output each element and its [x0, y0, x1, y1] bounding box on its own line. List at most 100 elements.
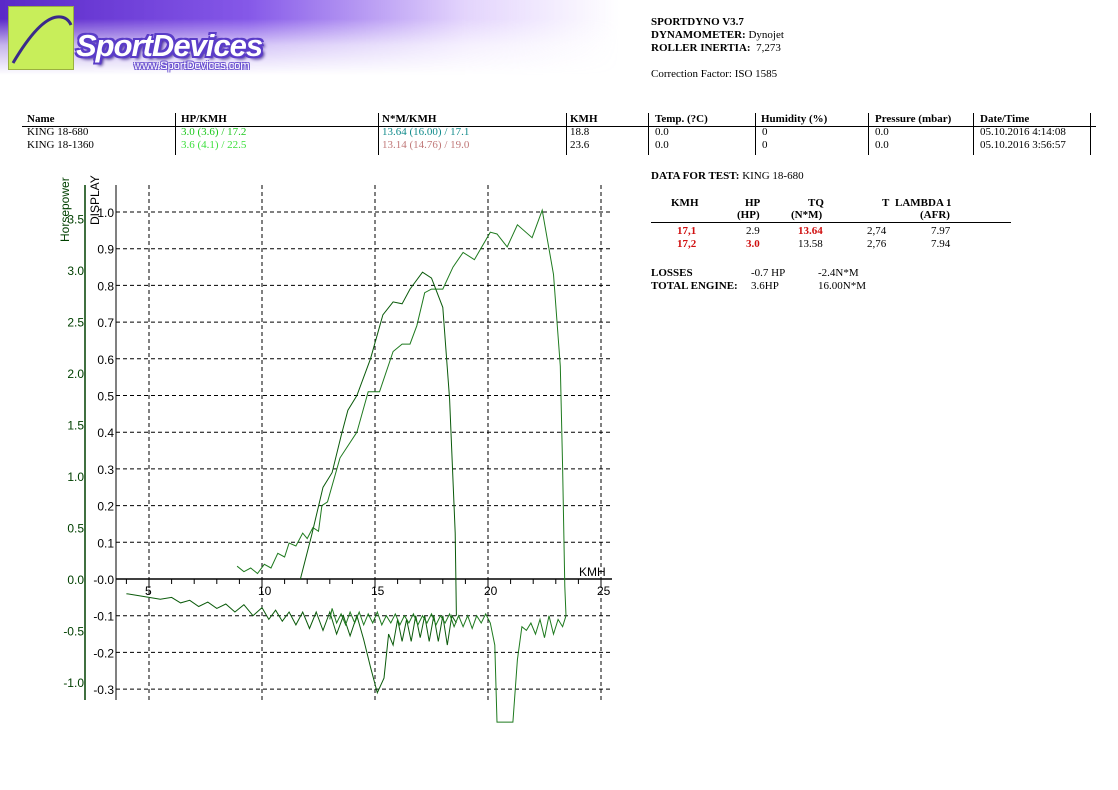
- run-row[interactable]: KING 18-1360 3.6 (4.1) / 22.5 13.14 (14.…: [0, 139, 1118, 152]
- series-line-2: [126, 593, 457, 695]
- display-tick-label: 0.8: [97, 279, 114, 293]
- display-tick-label: 0.5: [97, 390, 114, 404]
- run-datetime: 05.10.2016 3:56:57: [980, 139, 1066, 151]
- logo-curve-icon: [11, 15, 73, 64]
- total-hp: 3.6HP: [751, 280, 779, 292]
- th-tq: TQ: [808, 197, 824, 209]
- run-tq: 13.14 (14.76) / 19.0: [382, 139, 470, 151]
- display-tick-label: -0.1: [93, 610, 114, 624]
- hp-tick-label: 3.0: [67, 264, 84, 278]
- col-pressure: Pressure (mbar): [875, 113, 952, 125]
- x-axis-label: KMH: [579, 565, 606, 579]
- dyno-value: Dynojet: [748, 29, 784, 41]
- hp-tick-label: 0.0: [67, 573, 84, 587]
- td-kmh: 17,1: [677, 225, 697, 237]
- td-t: 2,76: [867, 238, 887, 250]
- run-temp: 0.0: [655, 139, 669, 151]
- hp-tick-label: 2.0: [67, 367, 84, 381]
- run-humidity: 0: [762, 126, 768, 138]
- run-temp: 0.0: [655, 126, 669, 138]
- td-hp: 3.0: [746, 238, 760, 250]
- hp-tick-label: -0.5: [63, 625, 84, 639]
- column-separator: [566, 113, 567, 155]
- total-tq: 16.00N*M: [818, 280, 866, 292]
- column-separator: [1090, 113, 1091, 155]
- col-datetime: Date/Time: [980, 113, 1030, 125]
- series-line-3: [329, 608, 567, 723]
- x-tick-label: 10: [258, 584, 272, 598]
- run-humidity: 0: [762, 139, 768, 151]
- software-version: SPORTDYNO V3.7: [651, 16, 744, 28]
- display-tick-label: 1.0: [97, 206, 114, 220]
- th-hp: HP: [745, 197, 761, 209]
- logo-brand: SportDevices: [76, 28, 263, 63]
- run-name: KING 18-680: [27, 126, 89, 138]
- series-line-0: [299, 271, 457, 616]
- dyno-chart: 5 10 15 20 25 1.0 0.9 0.8 0.7 0.6 0.5 0.4 0.3 0.2 0.1 -…: [58, 175, 612, 723]
- td-lambda: 7.97: [931, 225, 951, 237]
- col-hp: HP/KMH: [181, 113, 227, 125]
- run-kmh: 23.6: [570, 139, 590, 151]
- hp-tick-label: -1.0: [63, 676, 84, 690]
- losses-tq: -2.4N*M: [818, 267, 859, 279]
- run-hp: 3.0 (3.6) / 17.2: [181, 126, 247, 138]
- test-name: KING 18-680: [742, 170, 804, 182]
- x-tick-label: 15: [371, 584, 385, 598]
- correction-factor: Correction Factor: ISO 1585: [651, 68, 778, 80]
- td-t: 2,74: [867, 225, 887, 237]
- display-tick-label: 0.1: [97, 536, 114, 550]
- run-kmh: 18.8: [570, 126, 590, 138]
- column-separator: [175, 113, 176, 155]
- display-tick-label: 0.2: [97, 500, 114, 514]
- display-tick-label: -0.0: [93, 573, 114, 587]
- hp-tick-label: 1.5: [67, 419, 84, 433]
- hp-tick-label: 2.5: [67, 316, 84, 330]
- losses-hp: -0.7 HP: [751, 267, 786, 279]
- run-pressure: 0.0: [875, 139, 889, 151]
- test-label: DATA FOR TEST:: [651, 170, 740, 182]
- run-hp: 3.6 (4.1) / 22.5: [181, 139, 247, 151]
- dyno-info: SPORTDYNO V3.7 DYNAMOMETER: Dynojet ROLL…: [651, 16, 784, 81]
- col-temp: Temp. (?C): [655, 113, 708, 125]
- display-tick-label: -0.2: [93, 646, 114, 660]
- td-tq: 13.58: [798, 238, 823, 250]
- dyno-label: DYNAMOMETER:: [651, 29, 746, 41]
- display-tick-label: 0.6: [97, 353, 114, 367]
- run-pressure: 0.0: [875, 126, 889, 138]
- td-lambda: 7.94: [931, 238, 951, 250]
- display-tick-label: 0.9: [97, 243, 114, 257]
- hp-tick-label: 0.5: [67, 522, 84, 536]
- column-separator: [378, 113, 379, 155]
- col-name: Name: [27, 113, 55, 125]
- th-lambda-unit: (AFR): [920, 209, 950, 221]
- test-title: DATA FOR TEST: KING 18-680: [651, 170, 804, 182]
- x-tick-label: 5: [145, 584, 152, 598]
- run-datetime: 05.10.2016 4:14:08: [980, 126, 1066, 138]
- inertia-label: ROLLER INERTIA:: [651, 42, 751, 54]
- td-kmh: 17,2: [677, 238, 697, 250]
- runs-header: Name HP/KMH N*M/KMH KMH Temp. (?C) Humid…: [0, 113, 1118, 126]
- display-tick-label: 0.4: [97, 426, 114, 440]
- hp-tick-label: 3.5: [67, 213, 84, 227]
- col-kmh: KMH: [570, 113, 598, 125]
- runs-table: Name HP/KMH N*M/KMH KMH Temp. (?C) Humid…: [0, 113, 1118, 152]
- run-tq: 13.64 (16.00) / 17.1: [382, 126, 470, 138]
- losses-label: LOSSES: [651, 267, 693, 279]
- logo-mark: [8, 6, 74, 70]
- col-tq: N*M/KMH: [382, 113, 437, 125]
- display-tick-label: 0.3: [97, 463, 114, 477]
- col-humidity: Humidity (%): [761, 113, 828, 125]
- column-separator: [868, 113, 869, 155]
- td-hp: 2.9: [746, 225, 760, 237]
- th-lambda: LAMBDA 1: [895, 197, 952, 209]
- run-name: KING 18-1360: [27, 139, 94, 151]
- th-tq-unit: (N*M): [791, 209, 823, 221]
- run-row[interactable]: KING 18-680 3.0 (3.6) / 17.2 13.64 (16.0…: [0, 126, 1118, 139]
- test-table-divider: [651, 222, 1011, 223]
- hp-tick-label: 1.0: [67, 470, 84, 484]
- display-tick-label: 0.7: [97, 316, 114, 330]
- inertia-value: 7,273: [756, 42, 781, 54]
- column-separator: [648, 113, 649, 155]
- th-kmh: KMH: [671, 197, 699, 209]
- th-hp-unit: (HP): [737, 209, 760, 221]
